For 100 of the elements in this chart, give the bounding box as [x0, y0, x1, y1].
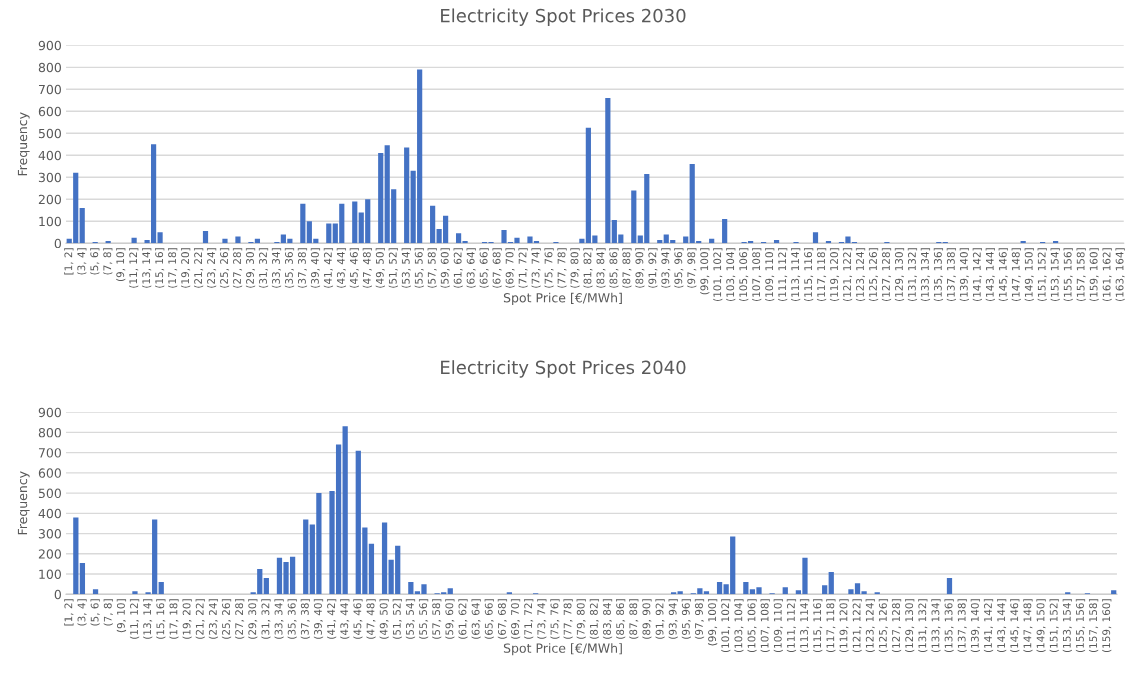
x-tick-label: (115, 116]: [803, 248, 814, 301]
x-tick-label: (83, 84]: [596, 248, 606, 288]
x-tick-label: (147, 148]: [1011, 248, 1021, 301]
x-tick-label: (99, 100]: [707, 599, 718, 646]
x-tick-label: (109, 110]: [765, 248, 775, 301]
bar: [352, 201, 358, 244]
y-tick-label: 500: [38, 128, 61, 139]
x-tick-label: (77, 78]: [563, 599, 573, 639]
x-tick-label: (139, 140]: [959, 248, 970, 301]
bar: [326, 223, 332, 244]
x-tick-label: (119, 120]: [829, 248, 840, 301]
chart-title: Electricity Spot Prices 2040: [441, 360, 686, 378]
x-tick-label: (19, 20]: [182, 599, 192, 639]
x-tick-label: (111, 112]: [786, 599, 797, 653]
x-tick-label: (23, 24]: [206, 248, 217, 288]
x-tick-label: (111, 112]: [778, 248, 788, 301]
x-tick-label: (101, 102]: [713, 248, 723, 301]
x-tick-label: (157, 158]: [1076, 248, 1086, 301]
x-tick-label: (51, 52]: [392, 599, 402, 639]
x-axis-title: Spot Price [€/MWh]: [503, 292, 622, 305]
x-tick-label: (59, 60]: [440, 248, 450, 288]
y-tick-label: 700: [38, 84, 61, 95]
x-tick-label: (97, 98]: [694, 599, 705, 639]
bar: [368, 543, 375, 595]
x-tick-label: (141, 142]: [983, 599, 994, 653]
x-tick-label: (51, 52]: [388, 248, 398, 288]
x-tick-label: (71, 72]: [524, 599, 534, 639]
x-tick-label: (25, 26]: [221, 599, 232, 639]
x-tick-label: (123, 124]: [865, 599, 875, 653]
x-tick-label: (61, 62]: [458, 599, 468, 639]
x-tick-label: (135, 136]: [933, 248, 944, 301]
bar: [158, 582, 164, 595]
x-tick-label: (49, 50]: [379, 599, 389, 639]
x-tick-label: (145, 146]: [1010, 599, 1020, 653]
chart-title: Electricity Spot Prices 2030: [441, 8, 686, 26]
x-tick-label: (47, 48]: [362, 248, 372, 288]
bar: [92, 589, 99, 595]
x-tick-label: (99, 100]: [700, 248, 710, 295]
x-tick-label: (29, 30]: [245, 248, 256, 288]
bar: [447, 588, 453, 595]
x-tick-label: (23, 24]: [208, 599, 219, 639]
bar: [79, 562, 86, 595]
x-tick-label: (127, 128]: [881, 248, 892, 301]
x-tick-label: (157, 158]: [1088, 599, 1099, 653]
x-tick-label: (31, 32]: [258, 248, 269, 288]
x-tick-label: (9, 10]: [116, 599, 127, 633]
x-tick-label: (63, 64]: [466, 248, 476, 288]
bar: [263, 578, 269, 595]
x-tick-label: (45, 46]: [353, 599, 363, 639]
x-tick-label: (3, 4]: [77, 599, 87, 626]
bar: [408, 582, 414, 595]
x-tick-label: (19, 20]: [181, 248, 191, 288]
x-tick-label: (81, 82]: [589, 599, 600, 639]
x-tick-label: (85, 86]: [609, 248, 619, 288]
x-tick-label: (147, 148]: [1023, 599, 1033, 653]
x-tick-label: (117, 118]: [826, 599, 836, 653]
x-tick-label: (107, 108]: [752, 248, 762, 301]
bar: [874, 592, 880, 595]
x-tick-label: (33, 34]: [271, 248, 282, 288]
bar: [782, 587, 788, 595]
bar: [631, 190, 637, 244]
x-tick-label: (41, 42]: [326, 599, 337, 639]
x-tick-label: (95, 96]: [681, 599, 691, 639]
x-tick-label: (87, 88]: [629, 599, 639, 639]
bar: [605, 98, 611, 244]
x-tick-label: (53, 54]: [401, 248, 411, 288]
y-tick-label: 800: [38, 427, 61, 438]
bar: [105, 241, 111, 244]
x-tick-label: (43, 44]: [340, 599, 350, 639]
x-tick-label: (77, 78]: [557, 248, 567, 288]
bar: [722, 219, 728, 244]
x-tick-label: (125, 126]: [868, 248, 879, 301]
x-tick-label: (67, 68]: [492, 248, 502, 288]
bar: [828, 572, 834, 595]
x-tick-label: (87, 88]: [622, 248, 632, 288]
x-tick-label: (17, 18]: [168, 248, 178, 288]
x-tick-label: (113, 114]: [791, 248, 801, 301]
bar: [300, 203, 306, 244]
x-tick-label: (13, 14]: [142, 248, 152, 288]
y-axis-title: Frequency: [17, 471, 30, 535]
bar: [670, 592, 677, 595]
x-tick-label: (7, 8]: [103, 248, 113, 275]
x-tick-label: (57, 58]: [432, 599, 442, 639]
bar: [716, 582, 723, 595]
x-tick-label: (103, 104]: [726, 248, 736, 301]
x-tick-label: (55, 56]: [414, 248, 424, 288]
x-tick-label: (25, 26]: [219, 248, 230, 288]
x-tick-label: (91, 92]: [655, 599, 665, 639]
y-tick-label: 200: [38, 549, 61, 559]
x-tick-label: (35, 36]: [287, 599, 297, 639]
bar: [79, 208, 85, 244]
bar: [132, 591, 138, 595]
y-tick-label: 200: [38, 194, 61, 205]
x-tick-label: (133, 134]: [920, 248, 931, 301]
x-tick-label: [1, 2]: [64, 248, 74, 275]
bar: [381, 522, 388, 595]
bar: [342, 426, 348, 595]
bar: [822, 585, 828, 595]
bar: [1111, 590, 1117, 595]
bar: [202, 231, 209, 244]
